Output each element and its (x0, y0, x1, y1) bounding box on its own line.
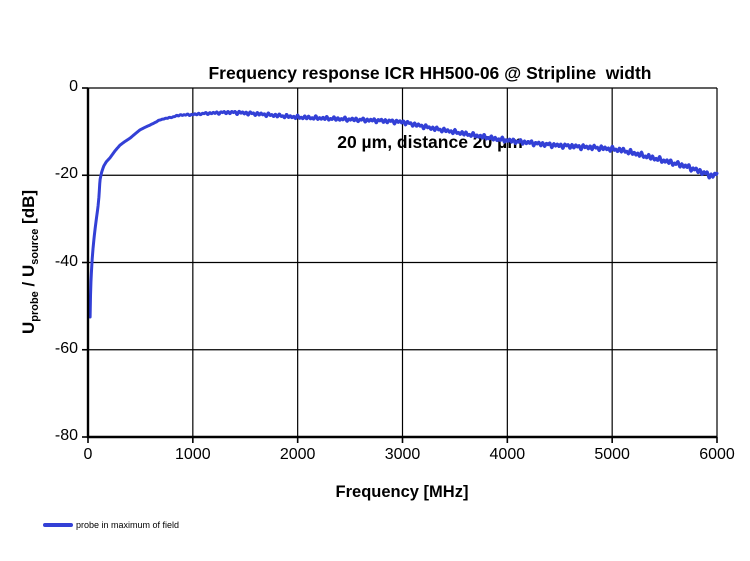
y-axis-title-text: / U (18, 264, 38, 292)
x-tick-label: 6000 (699, 446, 735, 463)
x-tick-label: 3000 (384, 446, 421, 463)
chart-title-line1: Frequency response ICR HH500-06 @ Stripl… (208, 63, 652, 83)
x-tick-label: 2000 (279, 446, 316, 463)
x-tick-label: 0 (83, 446, 93, 463)
series-line-probe (88, 109, 719, 319)
x-axis-title: Frequency [MHz] (335, 483, 469, 501)
y-tick-label: 0 (69, 78, 78, 95)
x-tick-label: 5000 (594, 446, 630, 463)
y-axis-title: Uprobe / Usource [dB] (19, 190, 41, 334)
y-axis-title-subscript: source (29, 228, 42, 265)
y-axis-title-text: U (18, 321, 38, 335)
y-axis-title-subscript: probe (29, 291, 42, 322)
y-tick-label: -20 (54, 165, 78, 183)
y-axis-title-text: [dB] (18, 189, 38, 229)
x-tick-label: 1000 (175, 446, 211, 463)
legend-line-swatch (43, 523, 73, 527)
y-tick-label: -80 (54, 427, 78, 444)
y-tick-label: -40 (54, 252, 78, 270)
x-tick-label: 4000 (489, 446, 526, 463)
legend-label: probe in maximum of field (76, 520, 180, 530)
legend: probe in maximum of field (43, 520, 179, 530)
y-tick-label: -60 (54, 339, 78, 357)
